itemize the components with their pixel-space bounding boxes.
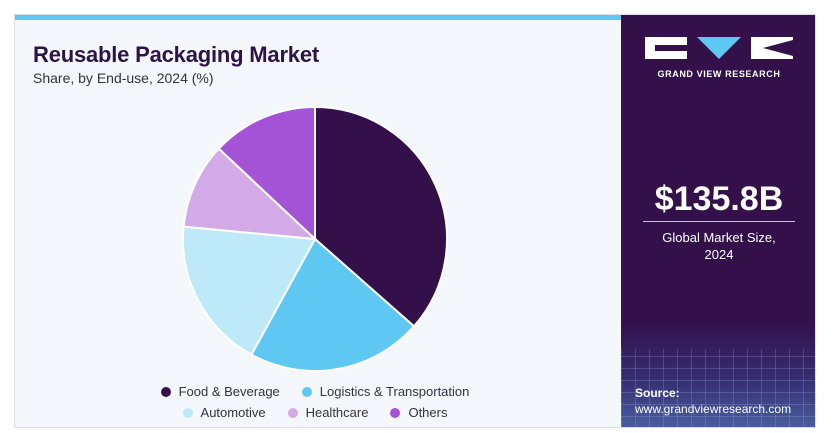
legend-item-food-beverage: Food & Beverage — [160, 384, 280, 399]
legend-label-logistics: Logistics & Transportation — [319, 384, 470, 399]
pie-slice-logistics-transportation — [250, 237, 416, 372]
legend-label-automotive: Automotive — [200, 405, 266, 420]
legend-swatch-others — [390, 407, 401, 418]
legend-swatch-logistics — [301, 386, 312, 397]
legend-swatch-healthcare — [287, 407, 298, 418]
legend-label-healthcare: Healthcare — [305, 405, 369, 420]
legend-swatch-food-beverage — [160, 386, 171, 397]
pie-slice-others — [217, 105, 316, 242]
legend-item-healthcare: Healthcare — [287, 405, 369, 420]
chart-panel: Reusable Packaging Market Share, by End-… — [15, 20, 621, 427]
legend-row-2: Automotive Healthcare Others — [75, 405, 555, 420]
pie-slice-automotive — [182, 225, 317, 357]
info-sidebar: GRAND VIEW RESEARCH $135.8B Global Marke… — [621, 15, 815, 427]
brand-name: GRAND VIEW RESEARCH — [657, 69, 781, 79]
chart-card: Reusable Packaging Market Share, by End-… — [14, 14, 816, 428]
source-url[interactable]: www.grandviewresearch.com — [635, 402, 792, 416]
chart-title: Reusable Packaging Market — [33, 42, 320, 67]
chart-subtitle: Share, by End-use, 2024 (%) — [33, 70, 214, 86]
pie-chart — [182, 105, 448, 372]
legend-item-logistics: Logistics & Transportation — [301, 384, 470, 399]
market-size-label: Global Market Size, 2024 — [621, 229, 815, 263]
market-size-value: $135.8B — [654, 180, 784, 218]
decorative-grid — [621, 349, 815, 427]
decorative-glow — [621, 319, 815, 427]
source-label: Source: — [635, 386, 680, 400]
divider — [643, 221, 795, 222]
legend-item-automotive: Automotive — [182, 405, 266, 420]
market-size-label-line2: 2024 — [704, 247, 734, 262]
pie-slice-food-beverage — [314, 105, 448, 328]
legend-row-1: Food & Beverage Logistics & Transportati… — [75, 384, 555, 399]
legend-label-food-beverage: Food & Beverage — [178, 384, 280, 399]
legend-item-others: Others — [390, 405, 447, 420]
legend-swatch-automotive — [182, 407, 193, 418]
market-size-label-line1: Global Market Size, — [662, 230, 776, 245]
gvr-logo-icon — [645, 37, 793, 59]
accent-bar — [15, 15, 621, 20]
pie-slice-healthcare — [182, 147, 318, 241]
legend-label-others: Others — [408, 405, 448, 420]
